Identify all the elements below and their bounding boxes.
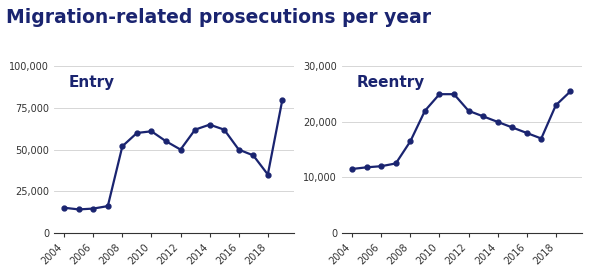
Text: Migration-related prosecutions per year: Migration-related prosecutions per year (6, 8, 431, 27)
Text: Reentry: Reentry (356, 75, 425, 90)
Text: Entry: Entry (68, 75, 115, 90)
